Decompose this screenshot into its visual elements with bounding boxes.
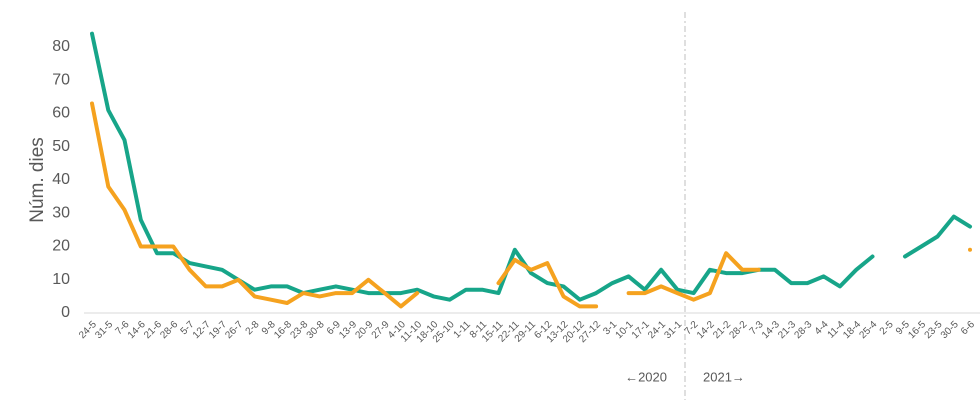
- x-tick-label: 6-6: [959, 319, 977, 337]
- x-tick-label: 28-6: [158, 319, 180, 341]
- y-tick-label: 70: [52, 71, 70, 88]
- x-tick-label: 30-5: [939, 319, 961, 341]
- y-tick-label: 30: [52, 204, 70, 221]
- series-line: [90, 31, 972, 302]
- y-tick-label: 10: [52, 271, 70, 288]
- y-axis-label: Núm. dies: [27, 137, 48, 223]
- annotation: 2021→: [703, 369, 745, 384]
- x-tick-label: 28-3: [792, 319, 814, 341]
- x-tick-label: 31-5: [93, 319, 115, 341]
- y-tick-label: 80: [52, 38, 70, 55]
- x-tick-label: 30-8: [305, 319, 327, 341]
- y-tick-label: 20: [52, 238, 70, 255]
- annotation: ←2020: [625, 369, 667, 384]
- x-tick-label: 2-8: [244, 319, 262, 337]
- series-line: [90, 101, 972, 309]
- x-tick-label: 31-1: [662, 319, 684, 341]
- y-tick-label: 0: [61, 304, 70, 321]
- x-tick-label: 28-2: [727, 319, 749, 341]
- y-tick-label: 40: [52, 171, 70, 188]
- y-tick-label: 60: [52, 105, 70, 122]
- y-tick-label: 50: [52, 138, 70, 155]
- x-tick-label: 25-4: [858, 319, 880, 341]
- x-tick-label: 26-7: [223, 319, 245, 341]
- x-tick-label: 2-5: [878, 319, 896, 337]
